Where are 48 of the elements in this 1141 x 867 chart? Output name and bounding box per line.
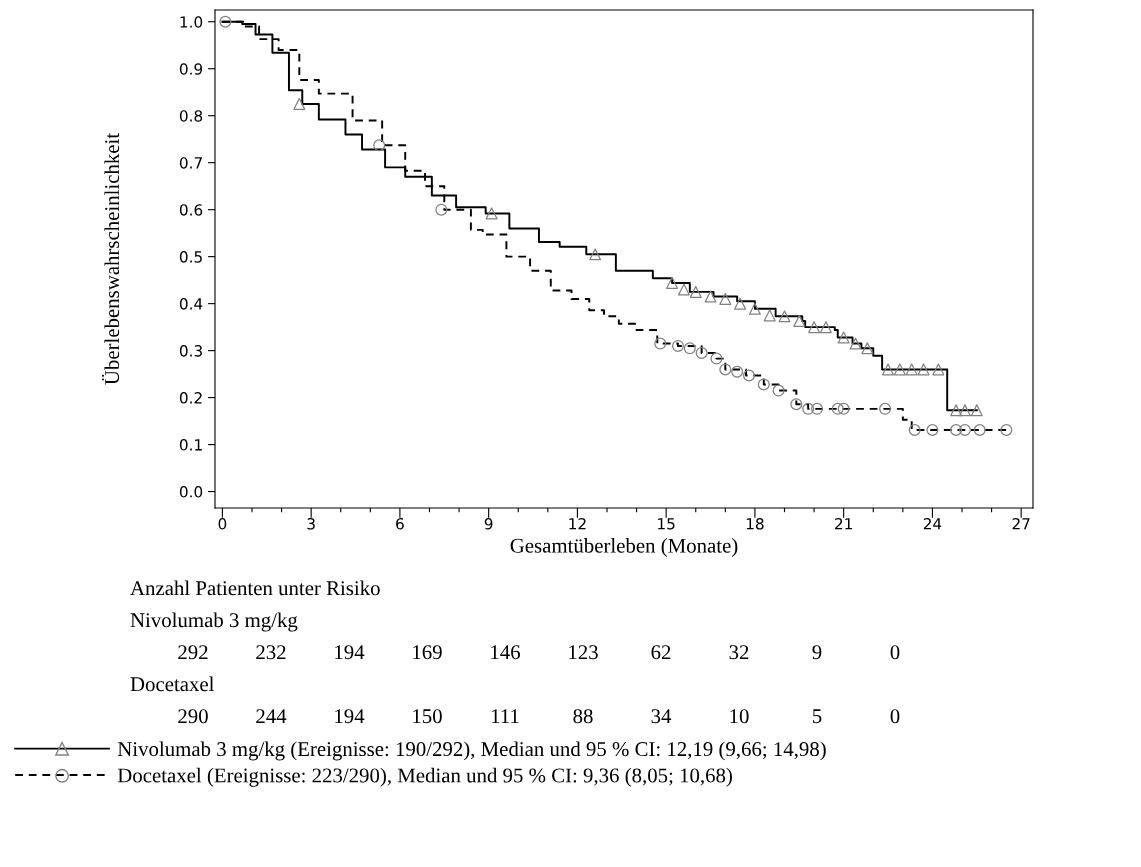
y-tick-label: 0.0 <box>179 486 203 498</box>
y-tick-label: 1.0 <box>180 16 203 28</box>
text: 10 <box>730 709 749 724</box>
y-axis-title: Überlebenswahrscheinlichkeit <box>101 133 120 385</box>
text: 123 <box>569 645 598 660</box>
y-tick-label: 0.5 <box>179 251 202 263</box>
x-tick-label: 0 <box>218 517 227 530</box>
x-tick-label: 3 <box>307 517 315 530</box>
y-tick-label: 0.8 <box>179 110 203 122</box>
text: 0 <box>890 709 900 724</box>
x-tick-label: 6 <box>396 517 404 530</box>
text: Nivolumab 3 mg/kg <box>130 612 298 632</box>
x-tick-label: 18 <box>746 517 764 530</box>
text: Docetaxel <box>130 676 215 692</box>
y-tick-label: 0.1 <box>179 439 202 451</box>
text: 290 <box>178 709 208 724</box>
text: 150 <box>413 709 442 724</box>
text: 292 <box>178 645 208 660</box>
text: 9 <box>812 645 822 660</box>
text: 5 <box>813 709 822 724</box>
text: 32 <box>729 645 749 660</box>
text: 111 <box>491 709 519 724</box>
text: 194 <box>335 645 365 660</box>
text: 62 <box>651 645 671 660</box>
text: 169 <box>413 645 442 660</box>
x-tick-label: 15 <box>658 518 675 530</box>
y-tick-label: 0.2 <box>179 392 202 404</box>
text: 34 <box>651 709 672 724</box>
x-tick-label: 12 <box>569 517 586 530</box>
text: 244 <box>256 709 287 724</box>
y-tick-label: 0.9 <box>179 63 203 75</box>
legend-label: Nivolumab 3 mg/kg (Ereignisse: 190/292), Median und 95 % CI: 12,19 (9,66; 14,98) <box>117 741 826 761</box>
text: 0 <box>890 645 900 660</box>
legend-label: Docetaxel (Ereignisse: 223/290), Median und 95 % CI: 9,36 (8,05; 10,68) <box>117 767 732 787</box>
y-tick-label: 0.6 <box>179 204 203 216</box>
y-tick-label: 0.3 <box>179 345 202 357</box>
text: 232 <box>256 645 286 660</box>
x-tick-label: 24 <box>923 517 942 530</box>
x-tick-label: 27 <box>1012 517 1030 530</box>
y-tick-label: 0.7 <box>179 157 202 169</box>
y-tick-label: 0.4 <box>179 298 203 310</box>
text: 88 <box>573 709 593 724</box>
x-axis-title: Gesamtüberleben (Monate) <box>510 538 738 557</box>
x-tick-label: 21 <box>835 517 852 530</box>
text: Anzahl Patienten unter Risiko <box>130 580 380 596</box>
x-tick-label: 9 <box>484 517 493 530</box>
text: 194 <box>335 709 365 724</box>
text: 146 <box>491 645 520 660</box>
